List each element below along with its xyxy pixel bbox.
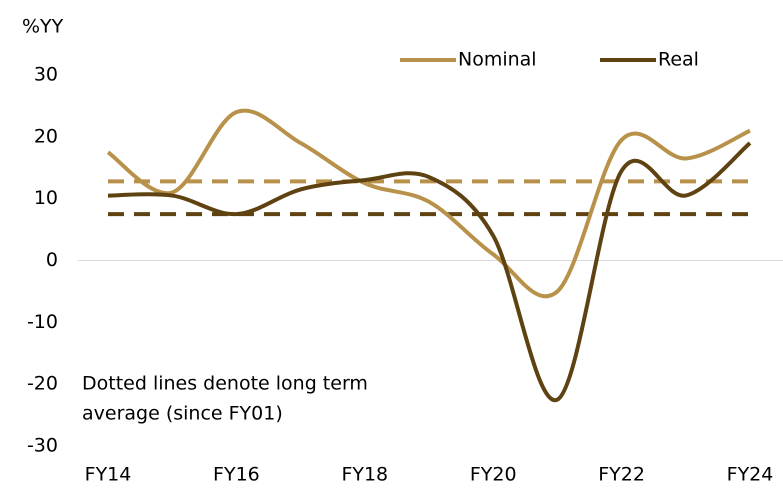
series-line	[107, 141, 752, 402]
annotation: average (since FY01)	[82, 403, 283, 425]
y-axis-label: %YY	[22, 16, 64, 38]
y-tick-label: -10	[27, 311, 58, 333]
x-tick-label: FY16	[213, 464, 260, 486]
x-tick-label: FY20	[470, 464, 517, 486]
y-tick-label: 10	[34, 187, 58, 209]
y-tick-label: 0	[46, 249, 58, 271]
series-line	[106, 108, 751, 299]
y-tick-label: -20	[27, 373, 58, 395]
x-tick-label: FY24	[727, 464, 774, 486]
y-tick-label: 30	[34, 64, 58, 86]
x-tick-label: FY22	[598, 464, 645, 486]
legend-label: Real	[658, 49, 699, 71]
y-tick-label: -30	[27, 435, 58, 457]
y-tick-label: 20	[34, 125, 58, 147]
x-tick-label: FY14	[85, 464, 132, 486]
x-tick-label: FY18	[341, 464, 388, 486]
legend-label: Nominal	[458, 49, 537, 71]
annotation: Dotted lines denote long term	[82, 373, 368, 395]
